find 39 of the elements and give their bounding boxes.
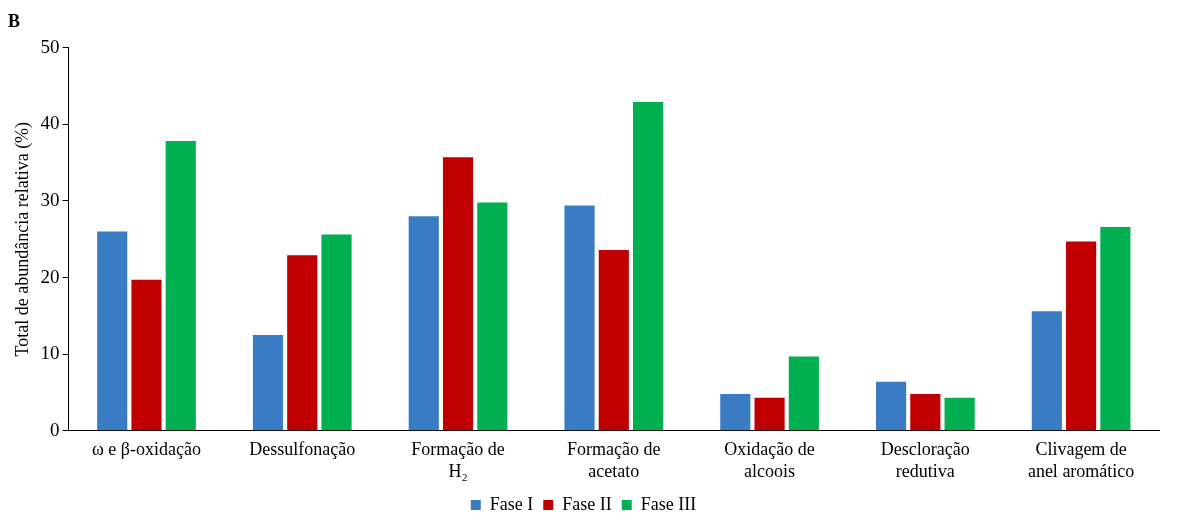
bar	[598, 249, 629, 431]
x-tick-label: Dessulfonação	[249, 439, 356, 460]
y-tick-label: 20	[40, 265, 60, 287]
chart-title: B	[8, 11, 21, 32]
x-tick-label: Formação de H₂	[411, 439, 505, 481]
bar	[788, 356, 819, 431]
bar	[1066, 241, 1097, 431]
bar	[287, 255, 318, 431]
legend-label: Fase II	[562, 493, 612, 514]
y-tick-label: 0	[50, 418, 60, 440]
y-tick-label: 50	[40, 35, 60, 57]
y-tick-label: 30	[40, 188, 60, 210]
x-tick-label: Oxidação de alcoois	[724, 439, 815, 481]
y-axis-title: Total de abundância relativa (%)	[11, 121, 33, 357]
legend-label: Fase III	[640, 493, 697, 514]
bar	[720, 394, 751, 431]
x-tick-label: Formação de acetato	[567, 439, 661, 481]
x-tick-label: Descloração redutiva	[880, 439, 970, 481]
bar	[910, 394, 941, 431]
bar	[875, 381, 907, 431]
bar	[131, 279, 162, 431]
y-tick-label: 40	[40, 112, 60, 134]
legend-label: Fase I	[489, 493, 534, 514]
bar	[632, 102, 664, 431]
bar	[252, 335, 284, 431]
bar	[321, 234, 352, 431]
bar	[97, 231, 128, 431]
bar	[564, 205, 595, 431]
y-tick-label: 10	[40, 342, 60, 364]
bar	[477, 202, 508, 431]
bar	[408, 216, 439, 431]
bar	[442, 157, 474, 431]
bar	[1031, 311, 1062, 431]
bar	[754, 397, 785, 431]
bar	[944, 397, 975, 431]
x-tick-label: ω e β-oxidação	[92, 439, 201, 460]
bar	[165, 141, 196, 431]
x-tick-label: Clivagem de anel aromático	[1027, 439, 1135, 481]
bar	[1100, 226, 1131, 431]
